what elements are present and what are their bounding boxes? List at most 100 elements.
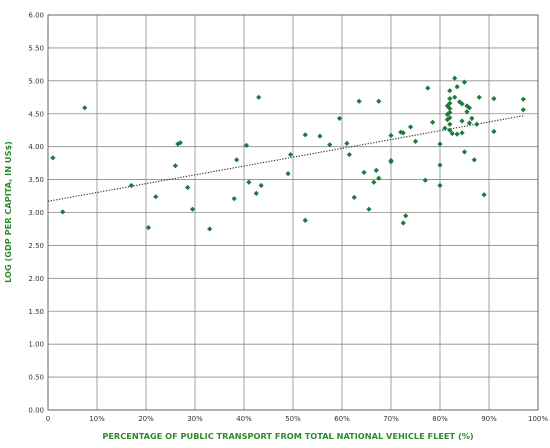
data-point bbox=[234, 157, 240, 163]
y-tick-label: 1.00 bbox=[28, 341, 44, 349]
data-point bbox=[457, 99, 463, 105]
data-point bbox=[454, 84, 460, 90]
data-point bbox=[376, 175, 382, 181]
data-point bbox=[361, 169, 367, 175]
data-point bbox=[400, 130, 406, 136]
y-tick-label: 3.50 bbox=[28, 176, 44, 184]
x-tick-label: 60% bbox=[334, 415, 350, 423]
x-tick-label: 80% bbox=[432, 415, 448, 423]
data-point bbox=[447, 88, 453, 94]
data-point bbox=[471, 157, 477, 163]
data-point bbox=[177, 140, 183, 146]
x-tick-label: 0 bbox=[46, 415, 50, 423]
y-axis-title: LOG (GDP PER CAPITA, IN US$) bbox=[3, 141, 13, 283]
data-points bbox=[50, 75, 526, 232]
x-tick-label: 50% bbox=[285, 415, 301, 423]
data-point bbox=[437, 162, 443, 168]
data-point bbox=[243, 142, 250, 148]
data-point bbox=[447, 127, 453, 133]
x-tick-labels: 0 10% 20% 30% 40% 50% 60% 70% 80% 90% 100% bbox=[46, 415, 549, 423]
data-point bbox=[317, 133, 323, 139]
x-tick-label: 90% bbox=[481, 415, 497, 423]
x-tick-label: 10% bbox=[89, 415, 105, 423]
data-point bbox=[344, 140, 350, 146]
data-point bbox=[481, 192, 487, 198]
data-point bbox=[491, 96, 497, 102]
data-point bbox=[412, 138, 419, 144]
data-point bbox=[461, 79, 468, 85]
data-point bbox=[452, 75, 458, 81]
x-tick-label: 30% bbox=[187, 415, 203, 423]
data-point bbox=[327, 142, 333, 148]
y-tick-label: 1.50 bbox=[28, 308, 44, 316]
y-tick-label: 0.50 bbox=[28, 374, 44, 382]
data-point bbox=[371, 179, 377, 185]
data-point bbox=[50, 155, 56, 161]
data-point bbox=[153, 194, 159, 200]
data-point bbox=[400, 220, 406, 226]
data-point bbox=[373, 167, 379, 173]
data-point bbox=[408, 124, 414, 130]
x-tick-label: 40% bbox=[236, 415, 252, 423]
data-point bbox=[474, 121, 480, 127]
data-point bbox=[444, 111, 450, 118]
data-point bbox=[447, 105, 453, 112]
data-point bbox=[231, 196, 237, 202]
data-point bbox=[466, 105, 472, 111]
data-point bbox=[425, 85, 431, 91]
data-point bbox=[189, 206, 196, 212]
data-point bbox=[403, 213, 409, 219]
y-tick-label: 6.00 bbox=[28, 12, 44, 20]
y-tick-labels: 0.00 0.50 1.00 1.50 2.00 2.50 3.00 3.50 4.00 4.50… bbox=[28, 12, 44, 415]
data-point bbox=[459, 130, 465, 136]
data-point bbox=[376, 98, 382, 104]
data-point bbox=[442, 125, 448, 131]
data-point bbox=[82, 105, 88, 111]
data-point bbox=[128, 182, 134, 189]
data-point bbox=[459, 118, 465, 124]
data-point bbox=[422, 177, 428, 183]
data-point bbox=[207, 226, 213, 232]
data-point bbox=[398, 129, 404, 135]
data-point bbox=[520, 107, 526, 113]
data-point bbox=[287, 151, 294, 158]
data-point bbox=[258, 182, 264, 189]
data-point bbox=[454, 131, 460, 137]
trend-line bbox=[47, 115, 524, 202]
data-point bbox=[256, 94, 262, 100]
data-point bbox=[469, 115, 475, 121]
data-point bbox=[346, 151, 352, 158]
data-point bbox=[430, 119, 436, 125]
data-point bbox=[464, 109, 470, 115]
data-point bbox=[253, 190, 259, 197]
plot-frame bbox=[47, 14, 539, 411]
x-tick-label: 20% bbox=[138, 415, 154, 423]
x-tick-label: 100% bbox=[528, 415, 548, 423]
data-point bbox=[491, 128, 497, 135]
x-axis-title: PERCENTAGE OF PUBLIC TRANSPORT FROM TOTA… bbox=[102, 431, 474, 441]
data-point bbox=[388, 159, 394, 165]
data-point bbox=[461, 149, 468, 155]
data-point bbox=[444, 117, 450, 123]
y-tick-label: 5.00 bbox=[28, 77, 44, 85]
data-point bbox=[447, 100, 453, 106]
data-point bbox=[447, 115, 453, 121]
data-point bbox=[437, 182, 443, 189]
data-point bbox=[366, 206, 372, 212]
data-point bbox=[444, 103, 450, 109]
data-point bbox=[520, 96, 526, 102]
data-point bbox=[437, 141, 443, 147]
data-point bbox=[388, 132, 394, 139]
data-point bbox=[185, 184, 191, 191]
data-point bbox=[447, 121, 453, 127]
data-point bbox=[60, 209, 66, 215]
data-point bbox=[466, 120, 472, 126]
y-tick-label: 2.00 bbox=[28, 275, 44, 283]
y-tick-label: 0.00 bbox=[28, 407, 44, 415]
y-tick-label: 3.00 bbox=[28, 209, 44, 217]
data-point bbox=[476, 94, 482, 100]
data-point bbox=[351, 194, 357, 200]
data-point bbox=[246, 179, 252, 185]
